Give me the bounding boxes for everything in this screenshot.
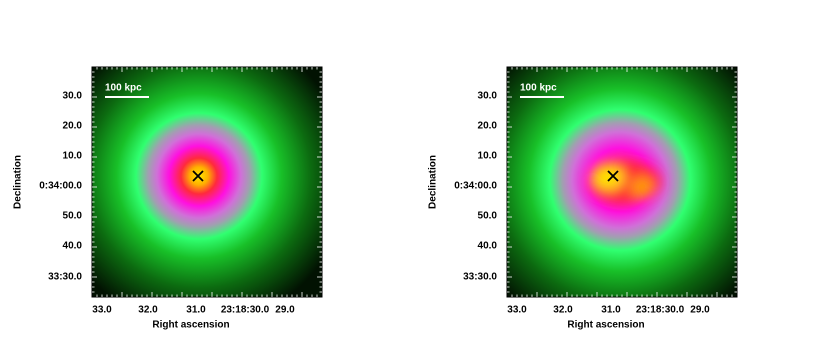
x-tick-label: 23:18:30.0 xyxy=(636,305,685,316)
center-marker xyxy=(607,170,619,182)
x-axis-label: Right ascension xyxy=(567,320,644,331)
image-right xyxy=(507,67,737,297)
y-tick-label: 50.0 xyxy=(63,211,83,222)
y-tick-label: 40.0 xyxy=(63,241,83,252)
center-marker xyxy=(192,170,204,182)
y-axis-label: Declination xyxy=(428,155,439,209)
scale-label: 100 kpc xyxy=(520,83,557,94)
y-tick-label: 33:30.0 xyxy=(463,272,497,283)
x-tick-label: 31.0 xyxy=(186,305,206,316)
y-tick-label: 20.0 xyxy=(63,121,83,132)
y-tick-label: 50.0 xyxy=(478,211,498,222)
y-tick-label: 10.0 xyxy=(478,151,498,162)
scale-label: 100 kpc xyxy=(105,83,142,94)
x-tick-label: 33.0 xyxy=(507,305,527,316)
y-tick-label: 20.0 xyxy=(478,121,498,132)
image-left xyxy=(92,67,322,297)
x-tick-label: 32.0 xyxy=(138,305,158,316)
x-tick-label: 32.0 xyxy=(553,305,573,316)
x-axis-label: Right ascension xyxy=(152,320,229,331)
x-tick-label: 29.0 xyxy=(690,305,710,316)
x-tick-label: 23:18:30.0 xyxy=(221,305,270,316)
y-tick-label: 30.0 xyxy=(478,91,498,102)
y-tick-label: 0:34:00.0 xyxy=(454,181,497,192)
x-tick-label: 33.0 xyxy=(92,305,112,316)
y-tick-label: 0:34:00.0 xyxy=(39,181,82,192)
y-tick-label: 33:30.0 xyxy=(48,272,82,283)
x-tick-label: 29.0 xyxy=(275,305,295,316)
y-axis-label: Declination xyxy=(13,155,24,209)
y-tick-label: 10.0 xyxy=(63,151,83,162)
y-tick-label: 30.0 xyxy=(63,91,83,102)
x-tick-label: 31.0 xyxy=(601,305,621,316)
y-tick-label: 40.0 xyxy=(478,241,498,252)
